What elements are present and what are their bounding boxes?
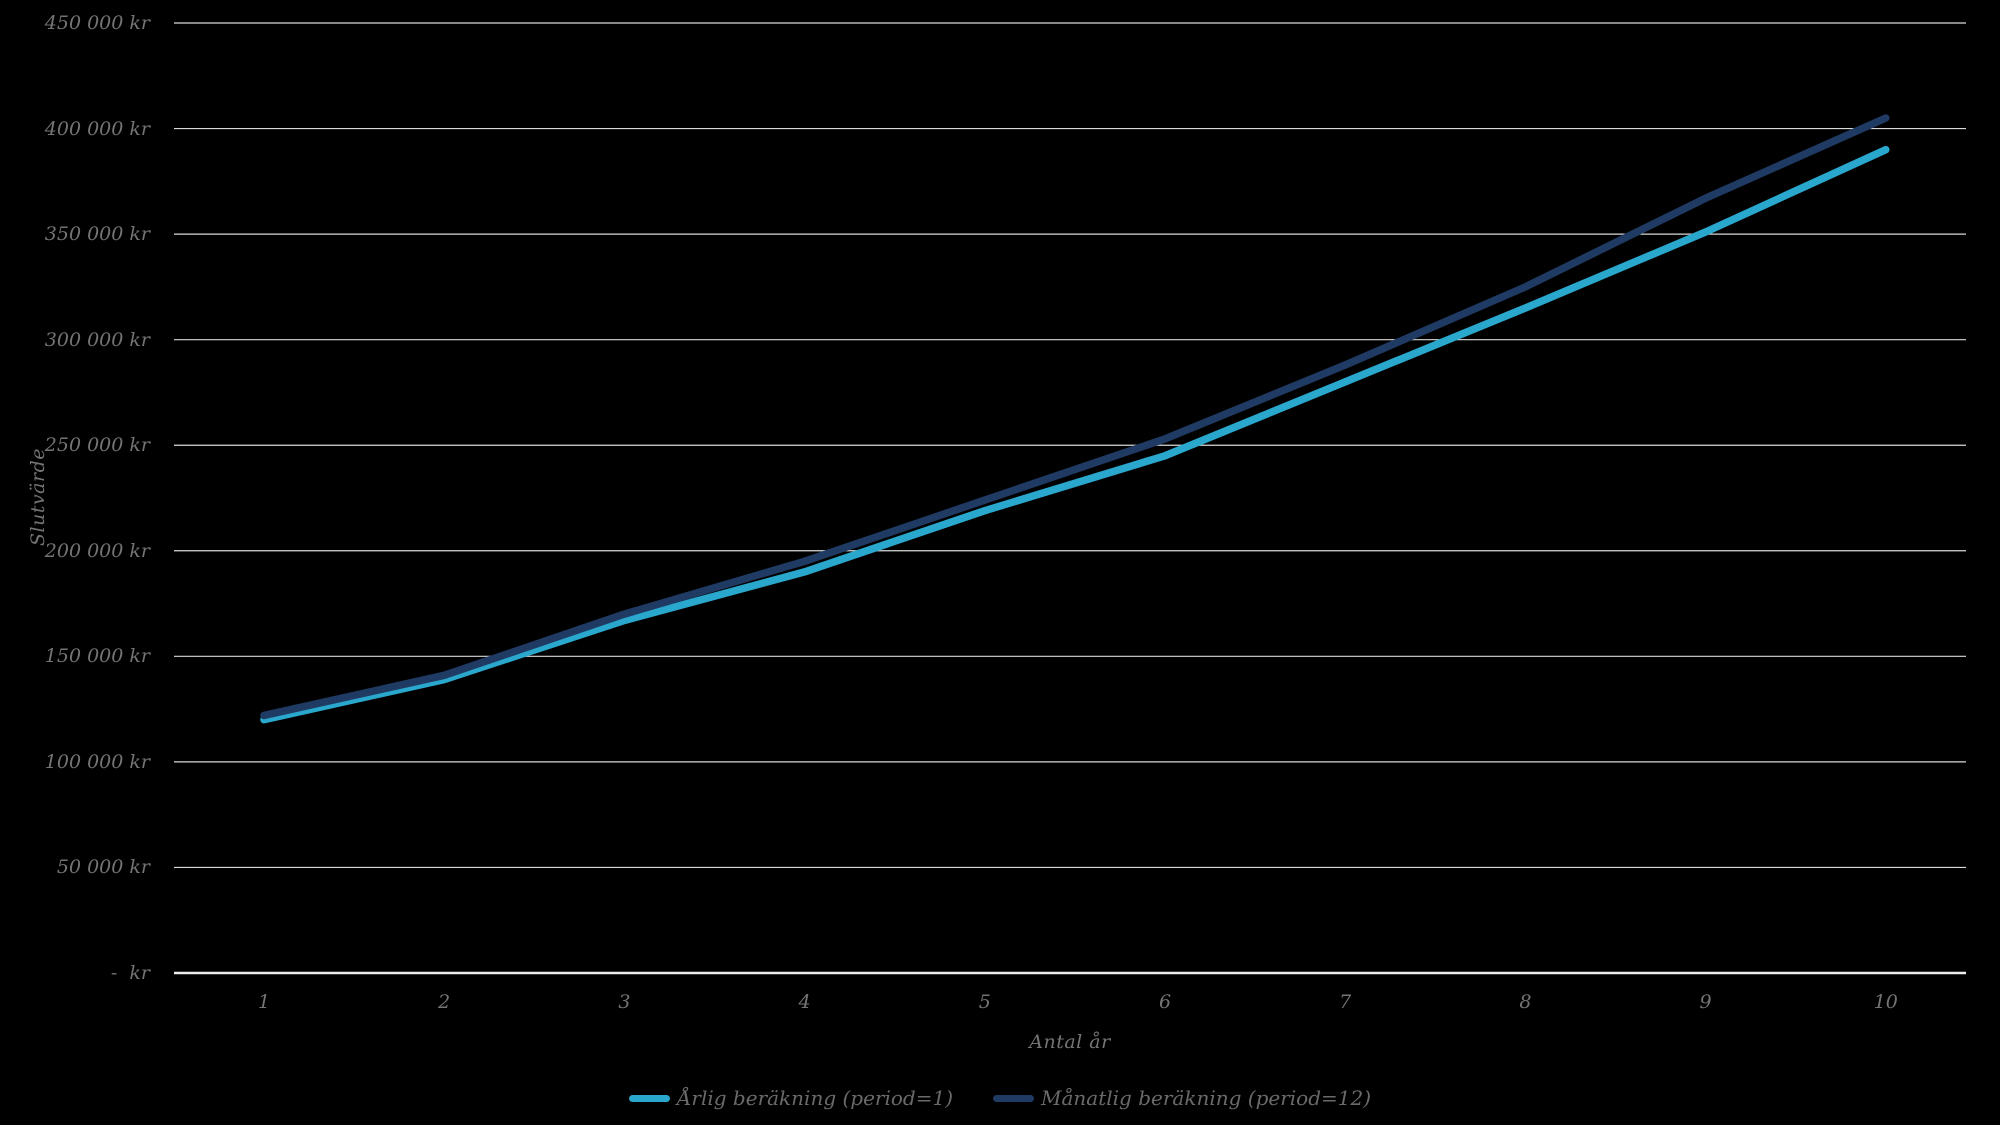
- legend-swatch-icon: [993, 1094, 1035, 1102]
- x-axis-title: Antal år: [1029, 1031, 1111, 1053]
- y-axis-title: Slutvärde: [27, 448, 49, 547]
- legend: Årlig beräkning (period=1) Månatlig beräk…: [0, 1086, 2000, 1110]
- legend-swatch-icon: [628, 1094, 670, 1102]
- legend-item-0: Årlig beräkning (period=1): [628, 1086, 954, 1110]
- series-line-1: [260, 114, 1890, 720]
- legend-label: Månatlig beräkning (period=12): [1041, 1086, 1372, 1110]
- series-line-0: [260, 145, 1890, 724]
- legend-label: Årlig beräkning (period=1): [676, 1086, 954, 1110]
- legend-item-1: Månatlig beräkning (period=12): [993, 1086, 1371, 1110]
